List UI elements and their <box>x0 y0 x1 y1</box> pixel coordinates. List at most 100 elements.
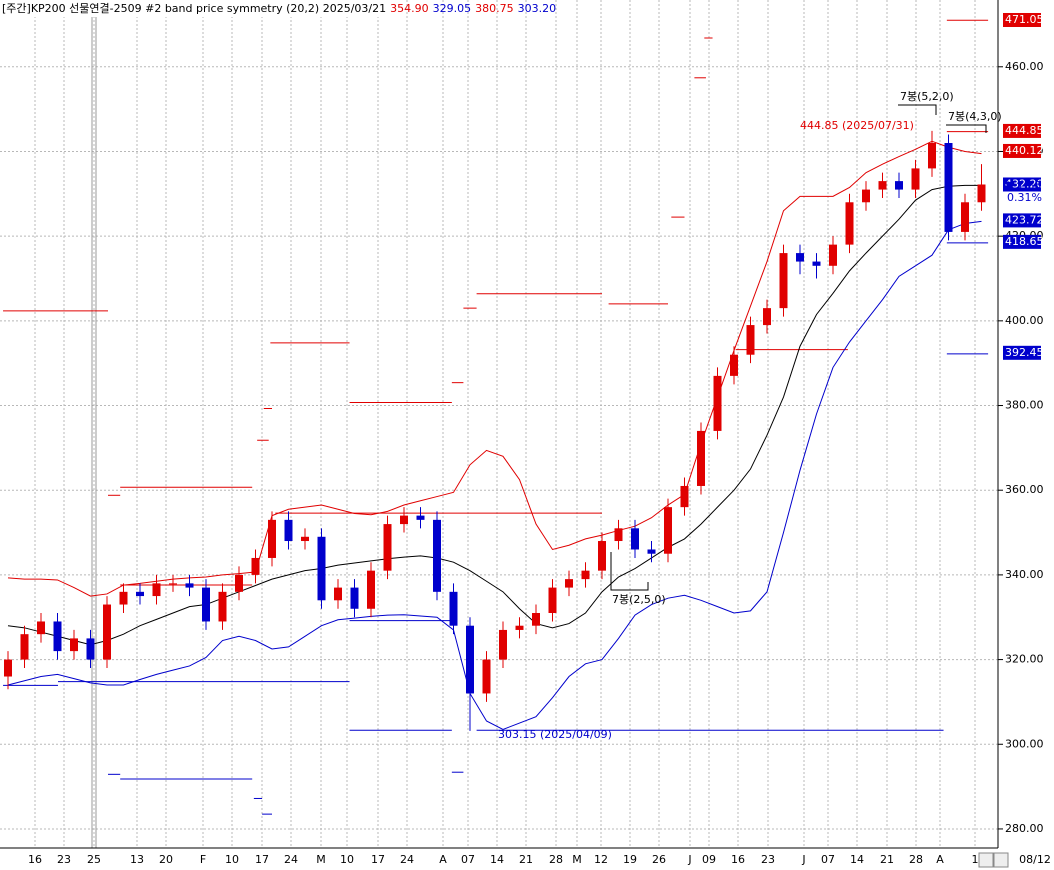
candle-body <box>532 613 540 626</box>
candle-body <box>235 574 243 592</box>
tool-button[interactable] <box>978 852 994 868</box>
candle-body <box>136 591 144 597</box>
y-tick-label: 280.00 <box>1005 822 1044 835</box>
candle-body <box>4 659 12 677</box>
y-tick-label: 460.00 <box>1005 60 1044 73</box>
x-tick-label: 23 <box>761 853 775 866</box>
x-tick-label: F <box>200 853 206 866</box>
title-value: 303.20 <box>518 2 557 15</box>
candle-body <box>86 638 95 660</box>
change-label: ▼ 1.35 <box>1005 179 1041 192</box>
candle-body <box>763 308 771 326</box>
price-tag-label: 432.20 <box>1005 177 1044 190</box>
candle-body <box>53 621 62 652</box>
change-pct: 0.31% <box>1007 191 1042 204</box>
y-tick-label: 300.00 <box>1005 737 1044 750</box>
candle-body <box>928 143 936 169</box>
annotation: 303.15 (2025/04/09) <box>498 728 612 741</box>
candle-body <box>680 485 689 508</box>
annotation-bracket <box>898 104 937 115</box>
candle-body <box>482 659 491 694</box>
price-tag <box>1003 345 1041 360</box>
candle-body <box>433 519 441 592</box>
candle-body <box>218 591 227 622</box>
candle-body <box>697 430 705 486</box>
candle-body <box>829 244 837 266</box>
x-tick-label: 24 <box>400 853 414 866</box>
y-tick-label: 320.00 <box>1005 653 1044 666</box>
price-tag <box>1003 143 1041 158</box>
title-bg <box>0 0 386 17</box>
candle-body <box>565 579 573 588</box>
x-end-label: 08/12 <box>1019 853 1051 866</box>
candle-body <box>37 621 45 635</box>
candle-body <box>284 519 293 542</box>
x-tick-label: 09 <box>702 853 716 866</box>
x-tick-label: M <box>572 853 582 866</box>
x-tick-label: 14 <box>850 853 864 866</box>
x-tick-label: 17 <box>255 853 269 866</box>
candle-body <box>796 253 804 262</box>
price-tag-label: 392.45 <box>1005 346 1044 359</box>
candle-body <box>961 202 969 232</box>
title-value: 354.90 <box>390 2 429 15</box>
x-tick-label: 21 <box>880 853 894 866</box>
candle-body <box>70 638 78 652</box>
y-tick-label: 360.00 <box>1005 483 1044 496</box>
y-tick-label: 400.00 <box>1005 314 1044 327</box>
annotation: 7봉(2,5,0) <box>612 593 666 606</box>
x-tick-label: 26 <box>652 853 666 866</box>
candle-body <box>862 189 870 203</box>
price-tag-label: 471.05 <box>1005 13 1044 26</box>
chart-title: [주간]KP200 선물연결-2509 #2 band price symmet… <box>2 2 556 15</box>
candle-body <box>317 536 326 601</box>
candle-body <box>20 634 29 660</box>
x-tick-label: 28 <box>549 853 563 866</box>
candle-body <box>152 583 161 597</box>
candle-body <box>185 583 194 588</box>
price-tag <box>1003 123 1041 138</box>
candle-body <box>515 625 524 630</box>
candle-body <box>466 625 474 694</box>
x-tick-label: 10 <box>340 853 354 866</box>
price-tag-label: 440.12 <box>1005 144 1044 157</box>
candle-body <box>944 143 953 232</box>
candle-body <box>251 557 260 575</box>
candle-body <box>383 524 392 571</box>
candle-body <box>664 507 672 554</box>
candle-body <box>713 375 722 431</box>
x-tick-label: 07 <box>461 853 475 866</box>
annotation: 7봉(5,2,0) <box>900 90 954 103</box>
candle-body <box>350 587 359 609</box>
title-text: [주간]KP200 선물연결-2509 #2 band price symmet… <box>2 2 386 15</box>
price-tag <box>1003 12 1041 27</box>
title-value: 380.75 <box>475 2 514 15</box>
candle-body <box>367 570 375 609</box>
candle-body <box>548 587 557 613</box>
candle-body <box>730 354 738 376</box>
band-line <box>7 140 982 597</box>
candle-body <box>812 261 821 266</box>
x-tick-label: 14 <box>490 853 504 866</box>
x-tick-label: J <box>687 853 691 866</box>
candle-body <box>631 528 639 550</box>
candle-body <box>895 181 903 190</box>
candle-body <box>400 515 408 525</box>
price-tag-label: 444.85 <box>1005 124 1044 137</box>
x-tick-label: 25 <box>87 853 101 866</box>
candle-body <box>334 587 342 601</box>
title-value: 329.05 <box>433 2 472 15</box>
candle-body <box>499 629 507 660</box>
candle-body <box>977 184 986 203</box>
band-line <box>7 184 982 646</box>
price-tag <box>1003 177 1041 192</box>
x-tick-label: 24 <box>284 853 298 866</box>
price-tag <box>1003 213 1041 228</box>
tool-button[interactable] <box>993 852 1009 868</box>
x-tick-label: 19 <box>623 853 637 866</box>
x-tick-label: 17 <box>371 853 385 866</box>
candle-body <box>169 583 177 585</box>
x-tick-label: 12 <box>594 853 608 866</box>
